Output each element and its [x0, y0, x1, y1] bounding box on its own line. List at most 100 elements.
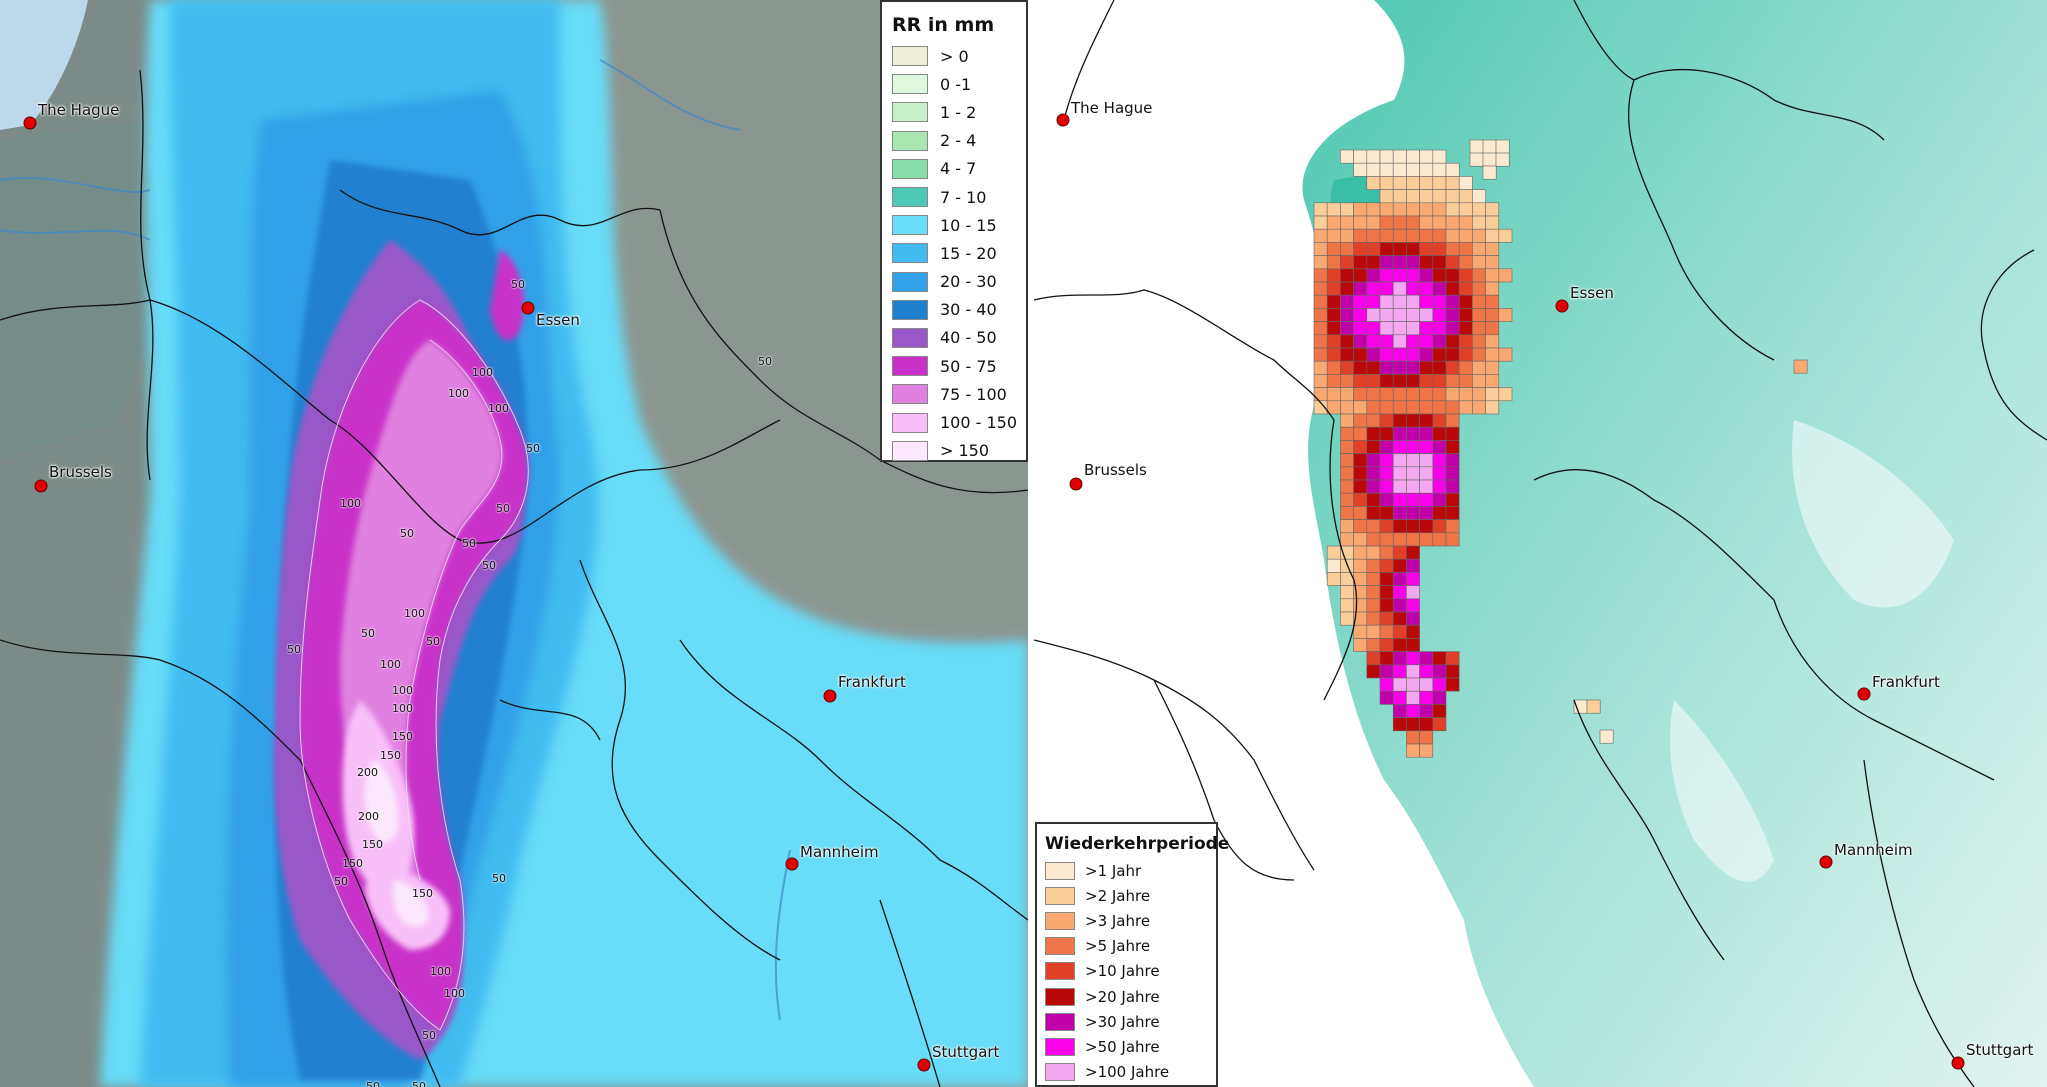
- return-period-cell: [1432, 677, 1447, 692]
- return-period-cell: [1406, 664, 1420, 679]
- return-period-cell: [1366, 572, 1381, 586]
- return-period-cell: [1406, 453, 1420, 468]
- return-period-cell: [1326, 400, 1341, 415]
- rr-legend-item: 15 - 20: [892, 239, 1016, 267]
- return-period-cell: [1406, 360, 1420, 375]
- return-period-cell: [1366, 466, 1381, 481]
- return-period-cell: [1432, 532, 1447, 547]
- return-period-cell: [1458, 387, 1473, 402]
- return-period-cell: [1485, 255, 1500, 270]
- return-period-cell: [1392, 638, 1407, 652]
- return-period-cell: [1392, 374, 1407, 388]
- city-label-essen: Essen: [536, 311, 580, 329]
- return-period-cell: [1458, 400, 1473, 415]
- return-period-cell: [1406, 558, 1420, 573]
- contour-label: 50: [426, 635, 440, 648]
- return-period-cell: [1392, 255, 1407, 270]
- contour-label: 50: [287, 643, 301, 656]
- return-period-cell: [1340, 149, 1354, 164]
- return-period-cell: [1406, 624, 1420, 639]
- return-period-cell: [1485, 215, 1500, 230]
- return-period-cell: [1406, 176, 1420, 190]
- return-period-cell: [1340, 374, 1354, 388]
- return-period-cell: [1392, 479, 1407, 494]
- return-period-cell: [1353, 374, 1368, 388]
- return-period-cell: [1313, 255, 1328, 270]
- return-period-cell: [1392, 413, 1407, 428]
- return-period-cell: [1419, 532, 1434, 547]
- return-period-cell: [1340, 413, 1354, 428]
- contour-label: 100: [380, 658, 401, 671]
- return-period-cell: [1353, 255, 1368, 270]
- return-period-cell: [1340, 400, 1354, 415]
- return-period-cell: [1326, 228, 1341, 243]
- return-period-cell: [1353, 558, 1368, 573]
- rr-legend-item: 100 - 150: [892, 408, 1017, 436]
- rivers: [0, 59, 791, 1021]
- return-period-cell: [1458, 360, 1473, 375]
- return-period-cell: [1366, 413, 1381, 428]
- return-period-cell: [1379, 321, 1394, 336]
- precipitation-map[interactable]: The Hague Essen Brussels Frankfurt Mannh…: [0, 0, 1028, 1087]
- return-period-cell: [1445, 400, 1460, 415]
- rr-legend-swatch: [892, 356, 928, 377]
- return-period-cell: [1498, 347, 1513, 362]
- admin-borders-right: [1034, 0, 2047, 1087]
- return-period-cell: [1326, 545, 1341, 560]
- return-period-cell: [1472, 268, 1486, 283]
- return-period-cell: [1379, 189, 1394, 204]
- return-period-cell: [1366, 176, 1381, 190]
- return-period-cell: [1445, 506, 1460, 520]
- return-period-cell: [1419, 374, 1434, 388]
- return-period-cell: [1392, 321, 1407, 336]
- return-period-cell: [1366, 532, 1381, 547]
- contour-label: 50: [361, 627, 375, 640]
- rr-legend-swatch: [892, 271, 928, 292]
- return-period-cell: [1472, 242, 1486, 256]
- return-period-cell: [1379, 506, 1394, 520]
- return-period-cell: [1379, 453, 1394, 468]
- return-period-cell: [1432, 400, 1447, 415]
- return-period-cell: [1406, 611, 1420, 626]
- return-period-cell: [1432, 189, 1447, 204]
- return-period-cell: [1353, 387, 1368, 402]
- return-period-cell: [1485, 400, 1500, 415]
- return-period-cell: [1392, 466, 1407, 481]
- return-period-cell: [1406, 492, 1420, 507]
- return-period-cell: [1458, 294, 1473, 309]
- return-period-legend-item: >20 Jahre: [1045, 984, 1208, 1009]
- return-period-cell: [1472, 294, 1486, 309]
- return-period-cell: [1406, 690, 1420, 705]
- rr-legend-item: 20 - 30: [892, 268, 1016, 296]
- rr-legend-swatch: [892, 327, 928, 348]
- return-period-cell: [1392, 202, 1407, 217]
- return-period-cell: [1419, 162, 1434, 177]
- city-label-stuttgart: Stuttgart: [932, 1043, 1000, 1061]
- return-period-cell: [1445, 162, 1460, 177]
- return-period-cell: [1458, 334, 1473, 349]
- return-period-cell: [1419, 400, 1434, 415]
- return-period-cell: [1313, 387, 1328, 402]
- return-period-cell: [1379, 479, 1394, 494]
- contour-label: 100: [404, 607, 425, 620]
- return-period-cell: [1392, 334, 1407, 349]
- return-period-cell: [1419, 413, 1434, 428]
- contour-label: 150: [412, 887, 433, 900]
- return-period-cell: [1366, 374, 1381, 388]
- return-period-cell: [1366, 558, 1381, 573]
- return-period-cell: [1445, 242, 1460, 256]
- return-period-cell: [1458, 176, 1473, 190]
- return-period-cell: [1419, 690, 1434, 705]
- return-period-cell: [1392, 440, 1407, 454]
- precip-over-150-band: [364, 760, 429, 927]
- return-period-cell: [1485, 308, 1500, 322]
- return-period-cell: [1366, 255, 1381, 270]
- return-period-cell: [1472, 387, 1486, 402]
- return-period-cell: [1313, 334, 1328, 349]
- return-period-cell: [1392, 585, 1407, 600]
- city-marker-essen: [521, 301, 535, 315]
- return-period-cell: [1326, 255, 1341, 270]
- return-period-grid: [1313, 139, 1808, 758]
- return-period-cell: [1419, 215, 1434, 230]
- return-period-cell: [1432, 308, 1447, 322]
